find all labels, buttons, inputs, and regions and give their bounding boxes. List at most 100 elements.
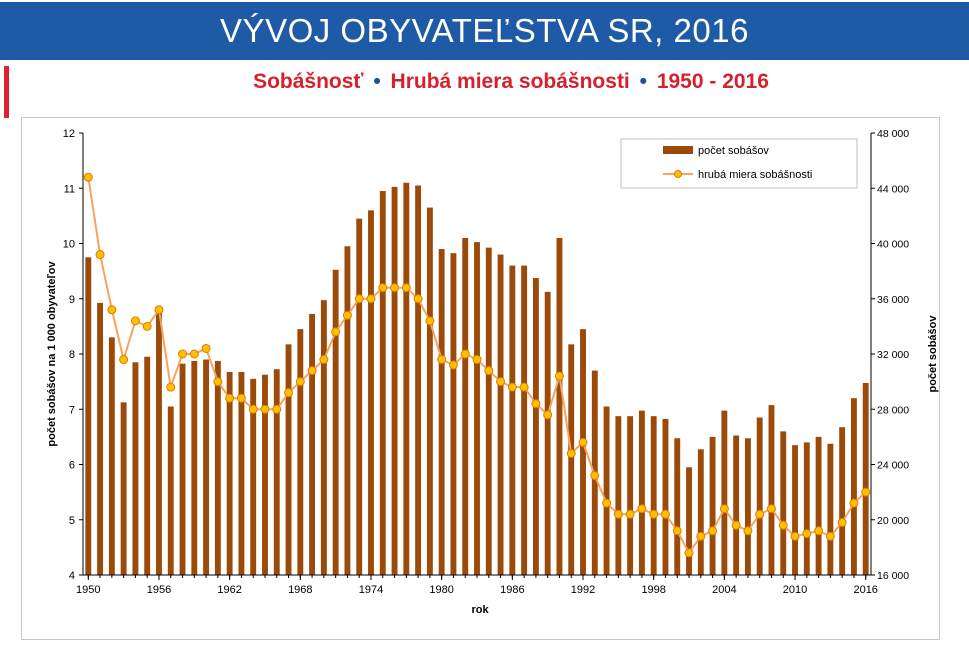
- rate-point-1976: [390, 283, 400, 293]
- rate-point-1987: [519, 382, 529, 392]
- rate-point-2007: [755, 509, 765, 519]
- rate-point-1958: [178, 349, 188, 359]
- y-left-tick-label: 12: [63, 128, 75, 140]
- y-left-tick-label: 5: [69, 515, 75, 527]
- bar-1996: [627, 416, 634, 575]
- rate-point-1964: [248, 404, 258, 414]
- rate-point-1963: [236, 393, 246, 403]
- bar-2013: [827, 443, 834, 575]
- bar-1979: [426, 207, 433, 575]
- x-tick-label: 1980: [429, 584, 453, 596]
- y-left-tick-label: 10: [63, 239, 75, 251]
- rate-point-1997: [637, 504, 647, 514]
- rate-point-1967: [284, 388, 294, 398]
- bar-1976: [391, 186, 398, 575]
- y-right-tick-label: 20 000: [877, 515, 909, 527]
- bar-1980: [438, 249, 445, 575]
- rate-point-1978: [413, 294, 423, 304]
- bar-1950: [85, 257, 92, 575]
- rate-point-1989: [543, 410, 553, 420]
- bar-1963: [238, 371, 245, 575]
- bar-1989: [544, 291, 551, 575]
- bar-1957: [167, 406, 174, 575]
- rate-point-1988: [531, 399, 541, 409]
- legend-box: [620, 138, 858, 189]
- rate-point-1965: [260, 404, 270, 414]
- rate-point-1995: [613, 509, 623, 519]
- bar-2010: [792, 445, 798, 575]
- bar-1985: [497, 254, 504, 576]
- rate-point-1992: [578, 437, 588, 447]
- bar-1997: [638, 410, 645, 575]
- rate-point-1979: [425, 316, 435, 326]
- rate-point-1961: [213, 377, 223, 387]
- bar-1972: [344, 246, 351, 575]
- bar-2000: [674, 438, 681, 575]
- y-axis-right-label: počet sobášov: [927, 315, 939, 393]
- rate-point-1960: [201, 343, 211, 353]
- rate-point-1966: [272, 404, 282, 414]
- bar-1981: [450, 253, 457, 575]
- y-right-tick-label: 40 000: [877, 239, 909, 251]
- x-tick-label: 2016: [853, 584, 877, 596]
- rate-point-1959: [189, 349, 199, 359]
- rate-point-2012: [814, 526, 824, 536]
- bar-1970: [320, 300, 327, 575]
- bar-1958: [179, 363, 186, 575]
- legend-line-label: hrubá miera sobášnosti: [698, 169, 812, 181]
- x-tick-label: 1974: [359, 584, 383, 596]
- rate-point-1956: [154, 305, 164, 315]
- rate-point-1985: [496, 377, 506, 387]
- bar-2005: [733, 435, 740, 575]
- x-tick-label: 1968: [288, 584, 312, 596]
- x-tick-label: 1998: [641, 584, 665, 596]
- y-right-tick-label: 48 000: [877, 128, 909, 140]
- bar-1966: [273, 369, 280, 575]
- bar-1961: [214, 360, 221, 575]
- bar-2009: [780, 431, 787, 575]
- y-left-tick-label: 8: [69, 349, 75, 361]
- bar-1964: [250, 378, 257, 575]
- rate-point-1974: [366, 294, 376, 304]
- rate-point-1980: [437, 355, 447, 365]
- rate-point-1982: [460, 349, 470, 359]
- bar-1984: [485, 247, 492, 576]
- rate-point-2016: [861, 487, 871, 497]
- rate-point-1954: [130, 316, 140, 326]
- bar-1955: [144, 356, 151, 575]
- line-layer: [83, 172, 871, 558]
- legend: počet sobášov hrubá miera sobášnosti: [620, 138, 858, 189]
- rate-point-2000: [672, 526, 682, 536]
- subtitle-separator: •: [639, 70, 647, 93]
- bar-1975: [379, 191, 386, 575]
- rate-point-1957: [166, 382, 176, 392]
- bar-1999: [662, 418, 669, 575]
- bar-1954: [132, 362, 139, 575]
- x-tick-label: 1992: [571, 584, 595, 596]
- subtitle-topic: Sobášnosť: [253, 70, 364, 93]
- bar-1974: [368, 210, 374, 575]
- rate-point-1951: [95, 250, 105, 260]
- rate-point-1962: [225, 393, 235, 403]
- bar-1992: [580, 329, 586, 575]
- bar-1991: [568, 344, 575, 575]
- x-tick-label: 1950: [76, 584, 100, 596]
- rate-point-2015: [849, 498, 859, 508]
- rate-point-1950: [83, 172, 93, 182]
- bar-1973: [356, 218, 363, 575]
- rate-point-1977: [401, 283, 411, 293]
- chart-subtitle: Sobášnosť • Hrubá miera sobášnosti • 195…: [0, 70, 969, 94]
- y-right-tick-label: 28 000: [877, 404, 909, 416]
- rate-point-2013: [825, 531, 835, 541]
- accent-bar: [4, 66, 9, 118]
- bar-1988: [532, 278, 539, 575]
- rate-point-1999: [660, 509, 670, 519]
- rate-point-2003: [708, 526, 718, 536]
- rate-point-2011: [802, 529, 812, 539]
- y-right-tick-label: 16 000: [877, 570, 909, 582]
- legend-line-marker: [674, 170, 682, 178]
- bar-1969: [309, 313, 316, 575]
- bar-1971: [332, 269, 339, 575]
- rate-point-1984: [484, 366, 494, 376]
